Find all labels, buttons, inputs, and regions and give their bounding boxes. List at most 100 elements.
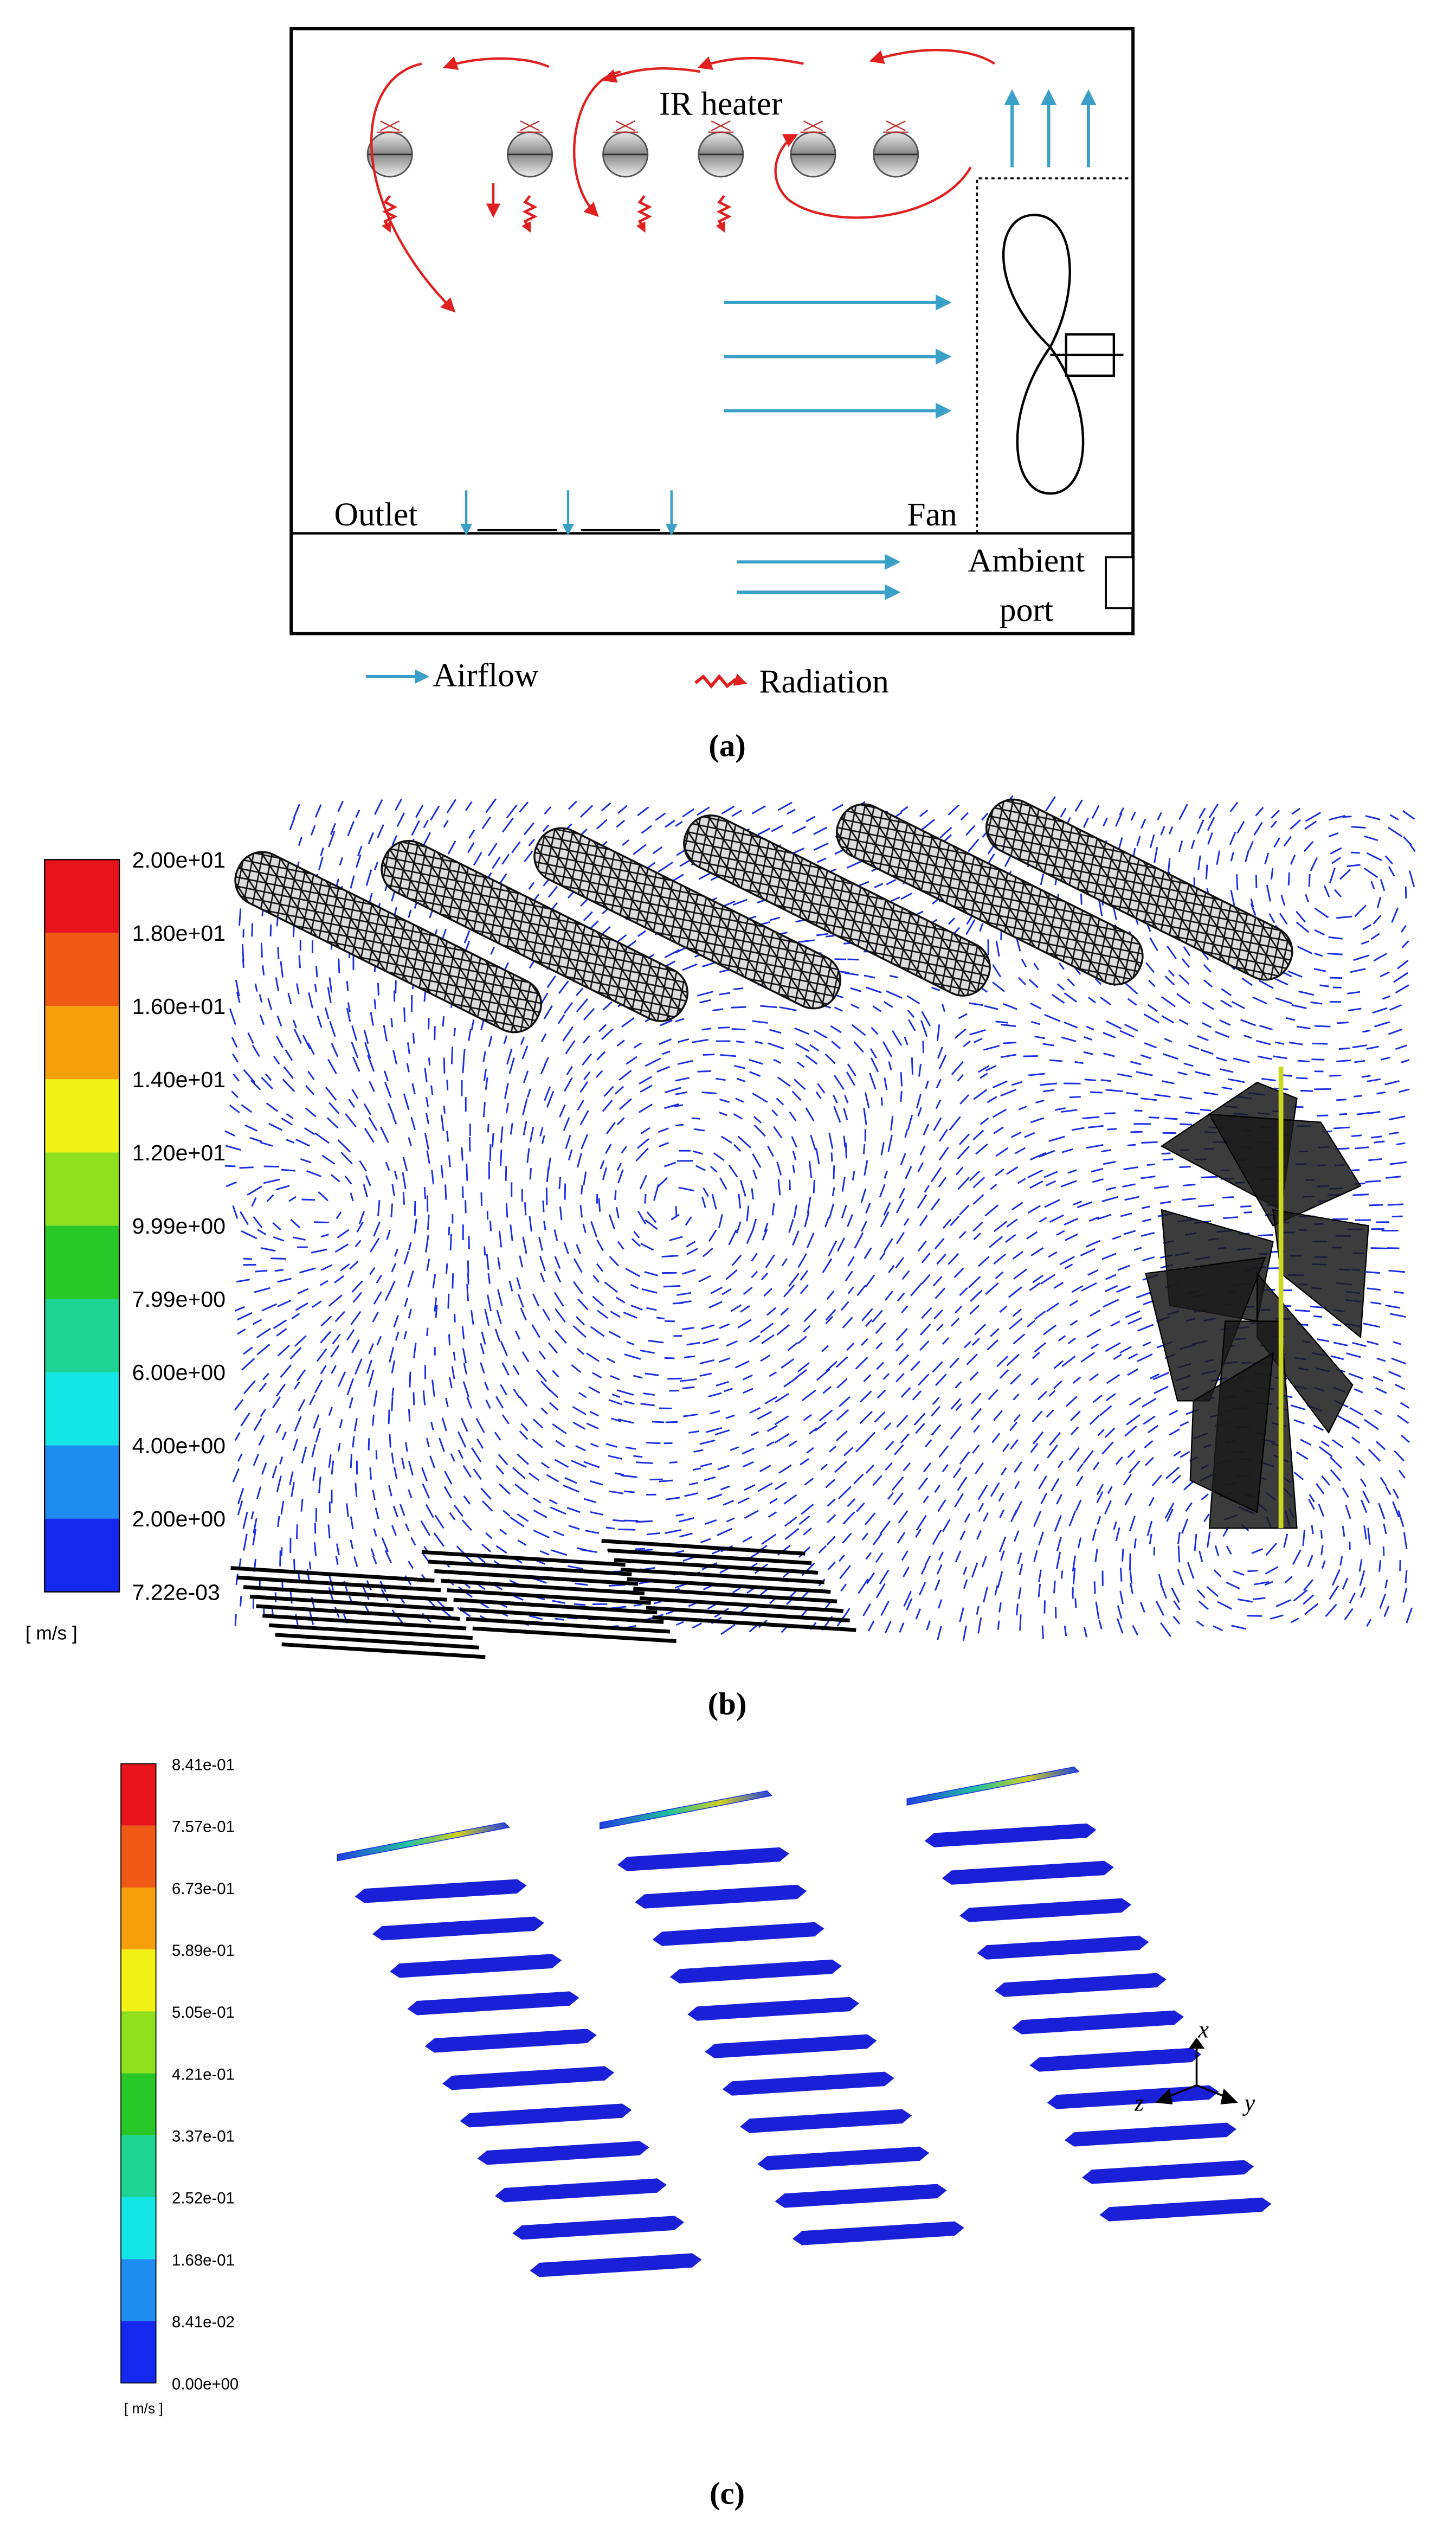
outlet-bar bbox=[424, 2029, 597, 2053]
outlet-bar bbox=[494, 2178, 667, 2203]
colorbar-segment bbox=[44, 1445, 120, 1519]
colorbar-segment bbox=[44, 1225, 120, 1299]
outlet-grate bbox=[230, 1566, 486, 1659]
fan-blade bbox=[1002, 214, 1085, 495]
heat-flow bbox=[370, 62, 456, 313]
inlet-strip bbox=[906, 1766, 1080, 1806]
radiation bbox=[716, 195, 732, 233]
colorbar-label: 0.00e+00 bbox=[172, 2375, 239, 2393]
heat-flow bbox=[869, 49, 995, 65]
colorbar-label: 5.05e-01 bbox=[172, 2004, 235, 2021]
colorbar-label: 5.89e-01 bbox=[172, 1942, 235, 1960]
outlet-bar bbox=[669, 1959, 842, 1984]
outlet-bar bbox=[740, 2109, 912, 2133]
colorbar-label: 8.41e-02 bbox=[172, 2313, 235, 2331]
fan-mesh bbox=[1272, 1209, 1369, 1339]
colorbar-label: 6.73e-01 bbox=[172, 1880, 235, 1898]
legend-airflow: Airflow bbox=[433, 657, 539, 694]
outlet-grate bbox=[601, 1539, 856, 1632]
outlet-bar bbox=[1047, 2085, 1219, 2109]
colorbar-segment bbox=[121, 1825, 156, 1888]
colorbar-label: 8.41e-01 bbox=[172, 1756, 235, 1774]
colorbar-segment bbox=[121, 1949, 156, 2012]
heater-mesh bbox=[381, 840, 689, 1022]
heater-mesh bbox=[533, 827, 841, 1010]
heat-flow bbox=[774, 134, 972, 219]
colorbar-segment bbox=[44, 1079, 120, 1153]
colorbar-label: 9.99e+00 bbox=[132, 1214, 226, 1238]
fan-mesh bbox=[1189, 1352, 1274, 1513]
outlet-bar bbox=[1082, 2160, 1254, 2184]
colorbar-segment bbox=[121, 2073, 156, 2135]
outlet-bar bbox=[652, 1922, 824, 1946]
colorbar-label: 1.60e+01 bbox=[132, 994, 226, 1019]
colorbar-segment bbox=[44, 1006, 120, 1080]
outlet-bar bbox=[477, 2141, 649, 2165]
colorbar-unit: [ m/s ] bbox=[25, 1623, 78, 1644]
ambient-label: port bbox=[1000, 592, 1053, 628]
colorbar-segment bbox=[44, 1299, 120, 1372]
outlet-bar bbox=[757, 2146, 930, 2171]
heater-mesh bbox=[234, 851, 543, 1034]
axis-heads bbox=[1155, 2037, 1238, 2104]
colorbar-label: 7.22e-03 bbox=[132, 1580, 220, 1605]
colorbar-unit: [ m/s ] bbox=[124, 2400, 163, 2416]
colorbar-label: 3.37e-01 bbox=[172, 2128, 235, 2146]
outlet-bar bbox=[407, 1991, 579, 2016]
panel-a: IR heater Outlet Fan Ambient port Airflow Radi… bbox=[289, 27, 1135, 763]
caption: (a) bbox=[708, 728, 745, 763]
outlet-bar bbox=[687, 1997, 860, 2021]
colorbar-label: 1.40e+01 bbox=[132, 1067, 226, 1092]
inlet-strip bbox=[337, 1822, 510, 1862]
outlet-bar bbox=[635, 1884, 807, 1909]
caption: (c) bbox=[710, 2476, 745, 2511]
colorbar-label: 4.00e+00 bbox=[132, 1433, 226, 1458]
ambient-label: Ambient bbox=[968, 542, 1085, 579]
ambient-port-box bbox=[1105, 556, 1134, 609]
outlet-bar bbox=[355, 1879, 527, 1903]
heater-mount bbox=[800, 120, 826, 133]
outlet-bar bbox=[460, 2103, 632, 2128]
colorbar-label: 7.99e+00 bbox=[132, 1287, 226, 1312]
outlet-bar bbox=[512, 2216, 685, 2240]
colorbar-label: 4.21e-01 bbox=[172, 2065, 235, 2083]
heater-label: IR heater bbox=[659, 85, 783, 122]
heat-flow bbox=[442, 56, 550, 70]
outlet-bar bbox=[1029, 2048, 1202, 2072]
heater-mesh bbox=[985, 798, 1293, 981]
radiation bbox=[636, 195, 652, 233]
colorbar-label: 7.57e-01 bbox=[172, 1818, 235, 1836]
radiation bbox=[521, 195, 538, 233]
outlet-bar bbox=[942, 1860, 1114, 1885]
outlet-bar bbox=[390, 1954, 562, 1978]
colorbar-label: 6.00e+00 bbox=[132, 1360, 226, 1385]
colorbar-label: 2.00e+01 bbox=[132, 848, 226, 872]
colorbar-segment bbox=[121, 1763, 156, 1826]
colorbar-label: 1.68e-01 bbox=[172, 2251, 235, 2269]
colorbar-segment bbox=[44, 933, 120, 1006]
outlet-bar bbox=[705, 2034, 877, 2058]
outlet-grate bbox=[421, 1550, 677, 1644]
heater-mount bbox=[377, 120, 403, 133]
colorbar-frame bbox=[120, 1763, 157, 2384]
fan-mesh bbox=[1208, 1113, 1362, 1227]
colorbar-segment bbox=[121, 2011, 156, 2074]
fan-label: Fan bbox=[907, 496, 957, 533]
enclosure bbox=[289, 27, 1135, 636]
colorbar-segment bbox=[121, 2259, 156, 2321]
caption: (b) bbox=[708, 1686, 747, 1722]
outlet-bar bbox=[977, 1935, 1149, 1960]
outlet-bar bbox=[617, 1847, 790, 1871]
axis-label-y: y bbox=[1242, 2090, 1255, 2116]
outlet-bar bbox=[775, 2184, 947, 2208]
colorbar-segment bbox=[121, 2197, 156, 2260]
colorbar-segment bbox=[44, 1518, 120, 1592]
outlet-bar bbox=[372, 1916, 544, 1941]
colorbar-segment bbox=[44, 1372, 120, 1446]
colorbar-frame bbox=[44, 859, 120, 1593]
colorbar-segment bbox=[44, 859, 120, 933]
outlet-bar bbox=[994, 1973, 1167, 1997]
outlet-bar bbox=[1012, 2010, 1184, 2035]
heat-flow bbox=[602, 67, 700, 83]
